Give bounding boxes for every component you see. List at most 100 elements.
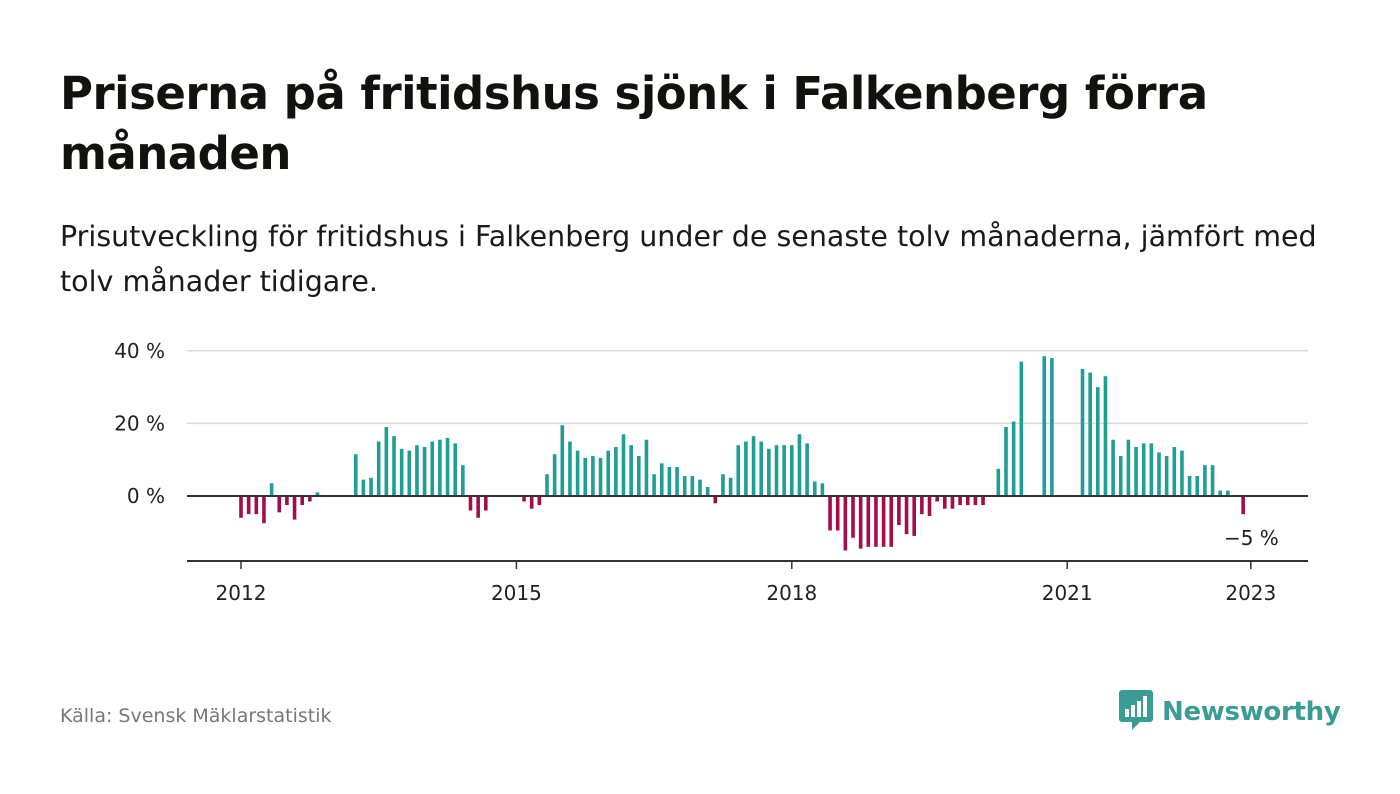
bars — [239, 356, 1245, 551]
bar — [1218, 490, 1222, 497]
bar — [1180, 450, 1184, 497]
bar — [399, 448, 404, 496]
bar — [438, 439, 442, 496]
x-tick-label: 2015 — [491, 581, 542, 605]
bar — [384, 427, 389, 496]
bar — [606, 450, 610, 497]
bar — [392, 436, 396, 496]
bar — [1042, 356, 1047, 496]
bar — [468, 496, 473, 511]
bar — [996, 468, 1001, 496]
y-tick-label: 20 % — [114, 411, 165, 435]
bar — [1011, 421, 1016, 496]
bar — [1164, 456, 1169, 496]
bar — [943, 496, 947, 509]
bar — [889, 496, 894, 547]
bar — [881, 496, 886, 547]
bar — [1019, 361, 1024, 496]
bar — [828, 496, 832, 531]
bar — [591, 456, 595, 496]
bar — [545, 474, 549, 496]
bar — [369, 477, 373, 496]
bar — [1088, 372, 1092, 496]
bar — [529, 496, 534, 509]
bar — [407, 450, 412, 497]
bar — [598, 457, 603, 496]
bar — [652, 474, 656, 496]
bar — [690, 476, 695, 496]
bar — [445, 437, 450, 496]
bar — [897, 496, 901, 526]
x-tick-label: 2012 — [216, 581, 267, 605]
bar — [376, 441, 381, 496]
bar — [453, 443, 457, 496]
bar — [614, 447, 618, 496]
bar — [767, 448, 771, 496]
bar — [874, 496, 878, 547]
x-tick-label: 2023 — [1225, 581, 1276, 605]
y-tick-label: 40 % — [114, 339, 165, 363]
bar — [1172, 447, 1177, 496]
bar — [262, 496, 266, 524]
bar — [981, 496, 985, 506]
bar — [790, 445, 794, 496]
y-tick-label: 0 % — [127, 484, 165, 508]
bar — [1111, 439, 1115, 496]
bar-chart: 0 % 20 % 40 % 2012 2015 2018 2021 2023 −5 % — [114, 339, 1308, 605]
bar — [415, 445, 419, 496]
bar — [1134, 447, 1138, 496]
bar — [751, 436, 756, 496]
bar — [965, 496, 970, 506]
bar — [1203, 465, 1207, 497]
bar — [1126, 439, 1131, 496]
bar — [1210, 465, 1215, 497]
bar — [904, 496, 909, 535]
bar — [1195, 476, 1200, 496]
bar — [552, 454, 557, 496]
bar — [575, 450, 580, 497]
bar — [315, 492, 320, 496]
bar — [950, 496, 955, 509]
bar — [285, 496, 289, 506]
bar — [812, 481, 817, 496]
bar — [277, 496, 282, 513]
bar — [568, 441, 572, 496]
grid-lines — [187, 350, 1308, 425]
bar — [851, 496, 855, 538]
bar — [422, 447, 427, 496]
bar — [667, 466, 672, 496]
bar — [759, 441, 763, 496]
bar — [476, 496, 480, 518]
bar — [1226, 490, 1230, 497]
bar — [835, 496, 840, 531]
bar — [920, 496, 924, 515]
bar — [973, 496, 978, 506]
bar — [1004, 427, 1008, 496]
newsworthy-logo[interactable]: Newsworthy — [1118, 688, 1341, 736]
bar — [744, 441, 748, 496]
bar — [705, 486, 710, 496]
bar — [1096, 387, 1100, 496]
x-tick-label: 2021 — [1042, 581, 1093, 605]
bar — [560, 425, 565, 496]
source-note: Källa: Svensk Mäklarstatistik — [60, 705, 332, 727]
last-value-label: −5 % — [1224, 526, 1279, 550]
bar — [308, 496, 312, 502]
bar — [675, 466, 679, 496]
bar — [1118, 456, 1123, 496]
bar — [644, 439, 649, 496]
bar — [461, 465, 465, 497]
x-axis-tick-labels: 2012 2015 2018 2021 2023 — [216, 561, 1276, 605]
bar — [353, 454, 358, 496]
bar — [782, 445, 786, 496]
bar — [935, 496, 939, 502]
bar — [254, 496, 259, 515]
bar — [583, 457, 588, 496]
bar — [1149, 443, 1154, 496]
bar — [1103, 376, 1108, 496]
bar — [239, 496, 243, 518]
bar — [522, 496, 526, 502]
chart-subtitle: Prisutveckling för fritidshus i Falkenbe… — [60, 220, 1317, 298]
bar — [430, 441, 435, 496]
axes — [187, 495, 1308, 562]
